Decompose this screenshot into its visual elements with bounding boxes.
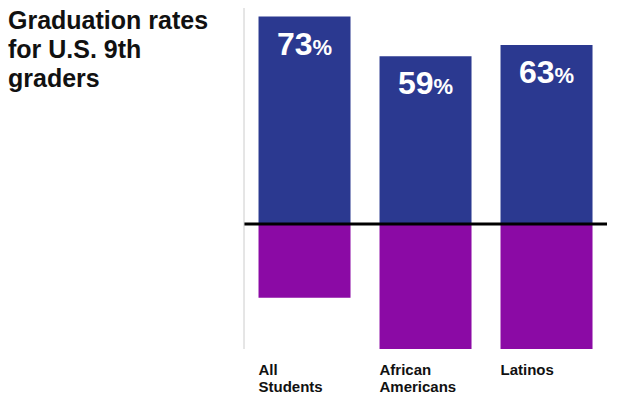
html-text:Graduation rates for U.S. 9th: Graduation rates for U.S. 9th graders — [8, 6, 209, 92]
svg-text:59%: 59% — [398, 65, 453, 101]
svg-text:AllStudents: AllStudents — [259, 361, 323, 395]
svg-text:AfricanAmericans: AfricanAmericans — [380, 361, 457, 395]
svg-text:73%: 73% — [277, 26, 332, 62]
svg-text:Latinos: Latinos — [501, 361, 554, 378]
svg-text:63%: 63% — [519, 54, 574, 90]
